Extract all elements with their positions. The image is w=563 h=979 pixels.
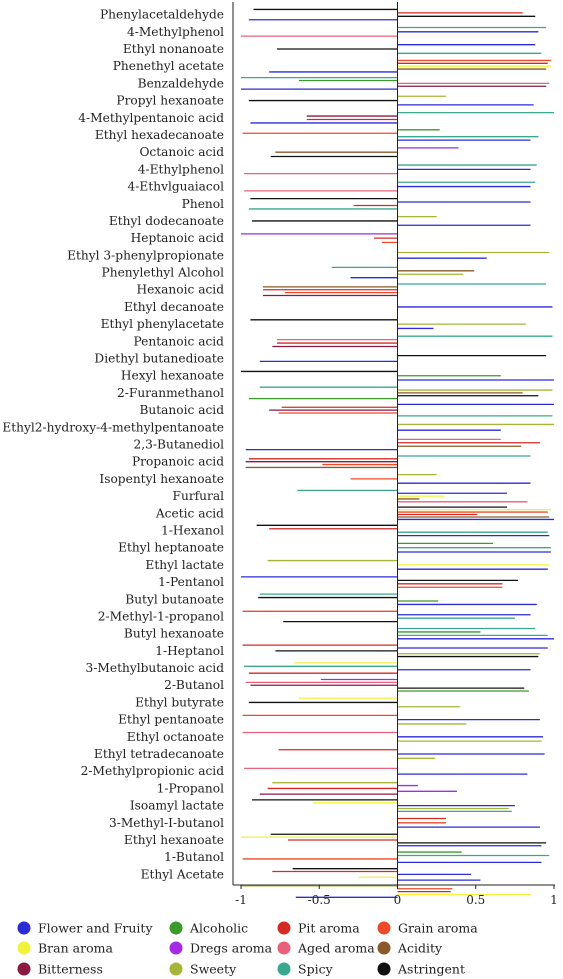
category-label: Heptanoic acid [131, 231, 225, 245]
legend-label: Spicy [298, 962, 334, 977]
category-label: 2-Methyl-1-propanol [98, 609, 224, 623]
category-label: 1-Hexanol [161, 523, 224, 537]
category-label: Hexyl hexanoate [121, 369, 224, 383]
category-label: Hexanoic acid [136, 283, 224, 297]
category-label: 1-Heptanol [155, 644, 224, 658]
category-label: Ethyl lactate [145, 558, 224, 572]
category-label: Isopentyl hexanoate [99, 472, 224, 486]
axes: -1 -0.5 0 0.5 1 [232, 2, 558, 907]
category-label: Ethyl decanoate [124, 300, 224, 314]
category-label: Ethyl nonanoate [123, 42, 224, 56]
legend-swatch [169, 941, 183, 955]
category-label: Ethyl 3-phenylpropionate [67, 248, 224, 262]
x-tick-label: 0.5 [466, 893, 485, 907]
legend-swatch [17, 962, 31, 976]
legend: Flower and Fruity Alcoholic Pit aroma Grain… [17, 921, 478, 977]
legend-swatch [277, 921, 291, 935]
category-label: Propanoic acid [132, 455, 224, 469]
category-label: Ethyl dodecanoate [109, 214, 224, 228]
legend-swatch [277, 962, 291, 976]
x-tick-label: 1 [550, 893, 558, 907]
category-label: Phenylethyl Alcohol [102, 266, 225, 280]
category-label: Ethyl butyrate [135, 695, 224, 709]
category-label: Furfural [173, 489, 225, 503]
legend-swatch [169, 962, 183, 976]
bars-layer [241, 8, 554, 898]
category-label: 4-Ethylphenol [138, 162, 224, 176]
category-label: Ethyl hexanoate [124, 833, 224, 847]
x-tick-label: 0 [394, 893, 402, 907]
legend-swatch [17, 941, 31, 955]
legend-label: Sweety [190, 962, 237, 977]
legend-swatch [277, 941, 291, 955]
category-label: Ethyl hexadecanoate [95, 128, 224, 142]
legend-label: Bitterness [38, 962, 103, 977]
legend-swatch [17, 921, 31, 935]
category-label: Octanoic acid [139, 145, 224, 159]
legend-swatch [377, 921, 391, 935]
category-label: Butanoic acid [139, 403, 224, 417]
category-label: Butyl hexanoate [124, 627, 224, 641]
legend-swatch [169, 921, 183, 935]
legend-swatch [377, 941, 391, 955]
legend-label: Acidity [397, 941, 443, 956]
category-label: Pentanoic acid [134, 334, 225, 348]
category-label: 2-Furanmethanol [117, 386, 224, 400]
legend-swatch [377, 962, 391, 976]
category-label: Butyl butanoate [125, 592, 224, 606]
category-label: Propyl hexanoate [116, 94, 224, 108]
legend-label: Alcoholic [189, 921, 248, 936]
category-label: 2-Butanol [164, 678, 224, 692]
category-label: 1-Pentanol [158, 575, 224, 589]
x-tick-label: -0.5 [308, 893, 331, 907]
category-label: 4-Methylpentanoic acid [78, 111, 224, 125]
category-label: Ethyl octanoate [127, 730, 224, 744]
category-label: Ethyl pentanoate [118, 713, 224, 727]
category-label: Acetic acid [155, 506, 224, 520]
category-label: Ethyl phenylacetate [101, 317, 224, 331]
category-label: Ethyl2-hydroxy-4-methylpentanoate [2, 420, 224, 434]
category-label: Isoamyl lactate [130, 799, 224, 813]
legend-label: Aged aroma [297, 941, 375, 956]
category-label: 2,3-Butanediol [134, 438, 225, 452]
category-label: Benzaldehyde [138, 76, 224, 90]
category-label: 1-Butanol [164, 850, 224, 864]
category-label: Phenethyl acetate [113, 59, 224, 73]
category-label: Ethyl heptanoate [118, 541, 224, 555]
legend-label: Astringent [397, 962, 465, 977]
category-label: Phenol [182, 197, 224, 211]
category-label: 1-Propanol [157, 781, 224, 795]
legend-label: Bran aroma [38, 941, 113, 956]
category-label: 3-Methylbutanoic acid [86, 661, 225, 675]
category-label: Diethyl butanedioate [94, 352, 224, 366]
category-labels: Phenylacetaldehyde 4-Methylphenol Ethyl no… [2, 8, 224, 882]
legend-label: Flower and Fruity [38, 921, 153, 936]
legend-label: Grain aroma [398, 921, 478, 936]
category-label: Ethyl tetradecanoate [94, 747, 224, 761]
category-label: 3-Methyl-I-butanol [109, 816, 224, 830]
category-label: 4-Ethvlguaiacol [128, 180, 225, 194]
x-tick-label: -1 [235, 893, 247, 907]
category-label: 2-Methylpropionic acid [81, 764, 225, 778]
category-label: 4-Methylphenol [127, 25, 224, 39]
category-label: Ethyl Acetate [141, 867, 224, 881]
legend-label: Dregs aroma [190, 941, 273, 956]
legend-label: Pit aroma [298, 921, 360, 936]
category-label: Phenylacetaldehyde [100, 8, 224, 22]
